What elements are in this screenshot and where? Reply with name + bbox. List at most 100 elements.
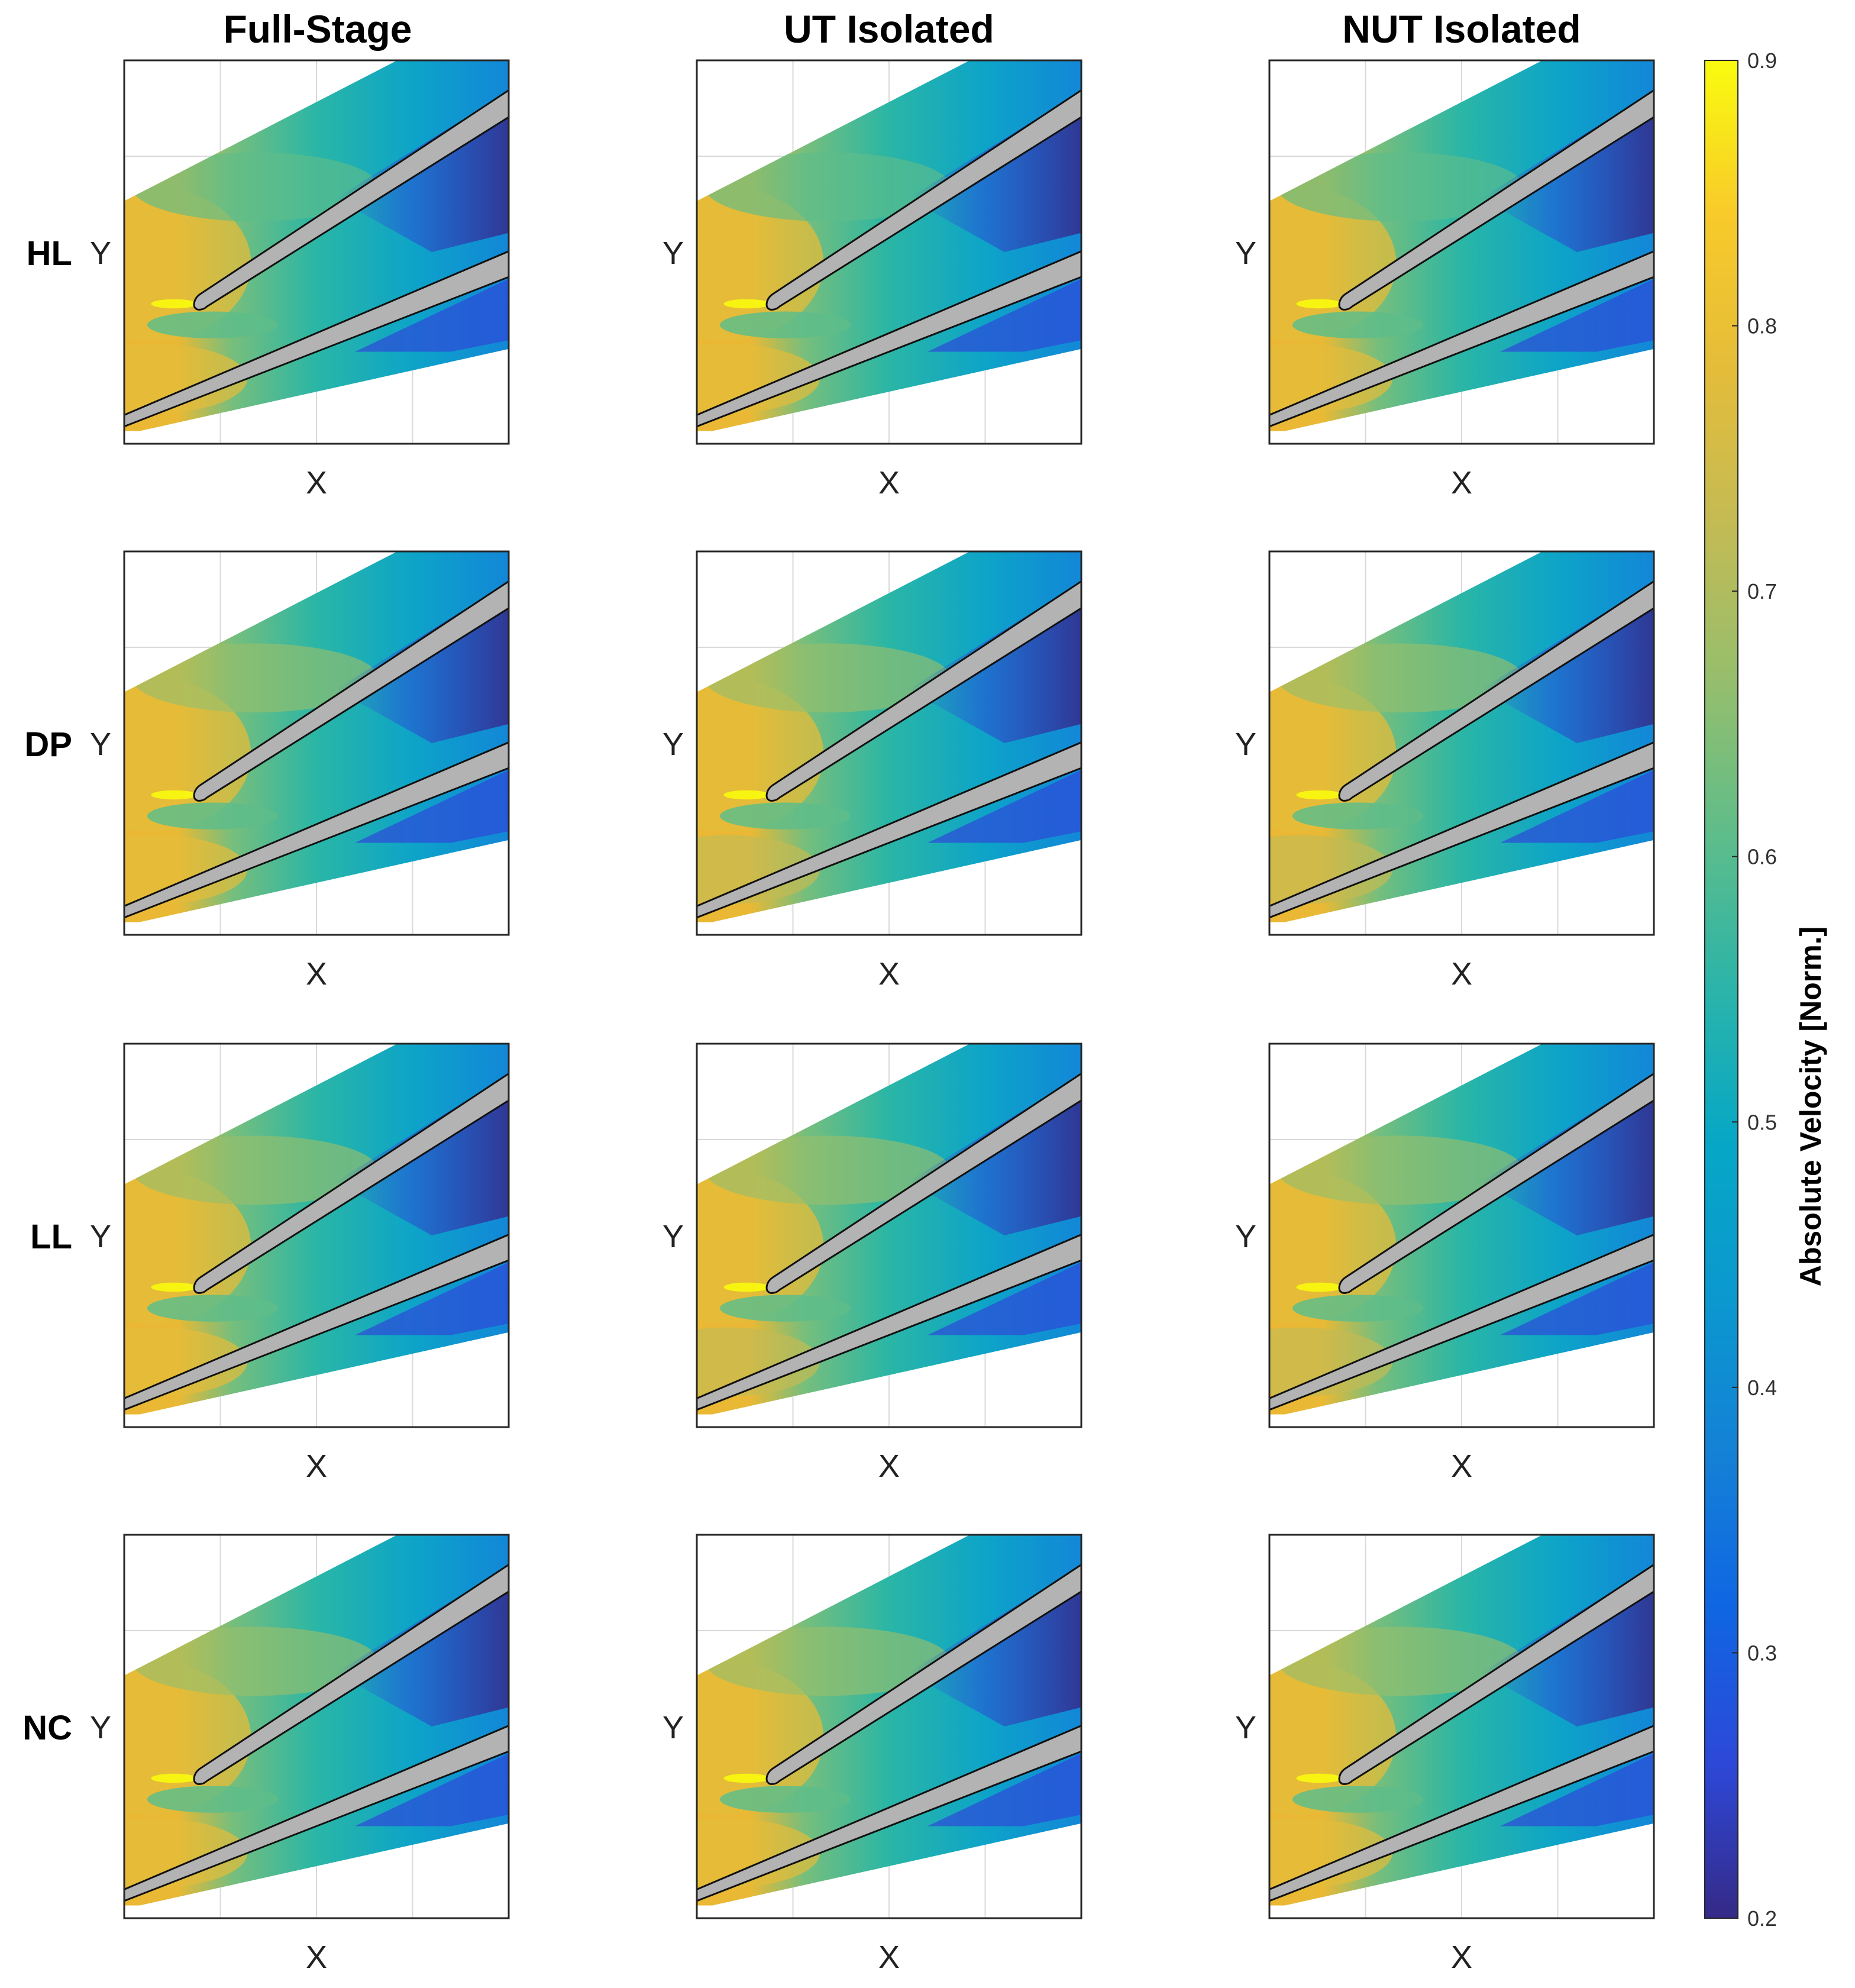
lower-wake-low-velocity xyxy=(355,1262,509,1335)
leading-edge-peak xyxy=(1296,790,1343,800)
colorbar-tick-label: 0.6 xyxy=(1747,845,1777,869)
colorbar-tick-label: 0.4 xyxy=(1747,1376,1777,1400)
row-label: NC xyxy=(22,1709,72,1747)
axes-frame xyxy=(696,1043,1082,1428)
upper-passage-band xyxy=(1277,643,1523,713)
upper-passage-band xyxy=(704,643,951,713)
stagnation-tongue xyxy=(1292,311,1423,338)
axes-frame xyxy=(1268,1534,1655,1919)
leading-edge-peak xyxy=(723,1773,770,1783)
colorbar-tick-label: 0.5 xyxy=(1747,1110,1777,1134)
labels-layer: Full-Stage UT Isolated NUT Isolated HL DP LL N… xyxy=(22,7,1581,1747)
leading-edge-peak xyxy=(151,1773,198,1783)
y-axis-label: Y xyxy=(662,1219,684,1254)
upper-passage-band xyxy=(1277,1135,1523,1205)
lower-wake-low-velocity xyxy=(927,279,1081,352)
stagnation-tongue xyxy=(147,311,278,338)
x-axis-label: X xyxy=(878,1939,900,1975)
x-axis-label: X xyxy=(1451,465,1472,501)
colorbar-tick-label: 0.2 xyxy=(1747,1906,1777,1931)
upper-passage-band xyxy=(704,1135,951,1205)
lower-wake-low-velocity xyxy=(1500,1262,1654,1335)
axes-frame xyxy=(123,1534,510,1919)
y-axis-label: Y xyxy=(1235,235,1256,271)
stagnation-tongue xyxy=(1292,1295,1423,1322)
lower-wake-low-velocity xyxy=(927,770,1081,843)
leading-edge-peak xyxy=(723,790,770,800)
stagnation-tongue xyxy=(1292,1786,1423,1813)
stagnation-tongue xyxy=(720,1786,851,1813)
y-axis-label: Y xyxy=(90,727,111,762)
panel-ll-2: XY xyxy=(662,1043,1082,1484)
lower-wake-low-velocity xyxy=(927,1753,1081,1826)
axes-frame xyxy=(1268,59,1655,445)
y-axis-label: Y xyxy=(90,1710,111,1745)
row-label: HL xyxy=(27,234,72,273)
lower-wake-low-velocity xyxy=(355,1753,509,1826)
x-axis-label: X xyxy=(1451,1448,1472,1484)
column-title: NUT Isolated xyxy=(1342,7,1581,51)
x-axis-label: X xyxy=(878,1448,900,1484)
upper-passage-band xyxy=(704,1626,951,1696)
leading-edge-peak xyxy=(723,299,770,309)
axes-frame xyxy=(696,550,1082,936)
y-axis-label: Y xyxy=(1235,727,1256,762)
axes-frame xyxy=(123,59,510,445)
lower-wake-low-velocity xyxy=(1500,770,1654,843)
colorbar-label: Absolute Velocity [Norm.] xyxy=(1794,927,1827,1286)
panel-hl-3: XY xyxy=(1235,59,1655,501)
panel-hl-2: XY xyxy=(662,59,1082,501)
axes-frame xyxy=(123,1043,510,1428)
lower-wake-low-velocity xyxy=(1500,279,1654,352)
x-axis-label: X xyxy=(1451,1939,1472,1975)
leading-edge-peak xyxy=(1296,1773,1343,1783)
stagnation-tongue xyxy=(720,802,851,830)
panel-dp-1: XY xyxy=(90,550,510,992)
panel-nc-1: XY xyxy=(90,1534,510,1975)
lower-wake-low-velocity xyxy=(1500,1753,1654,1826)
upper-passage-band xyxy=(1277,1626,1523,1696)
stagnation-tongue xyxy=(1292,802,1423,830)
upper-passage-band xyxy=(1277,152,1523,222)
panel-nc-2: XY xyxy=(662,1534,1082,1975)
x-axis-label: X xyxy=(306,956,327,992)
y-axis-label: Y xyxy=(90,235,111,271)
upper-passage-band xyxy=(704,152,951,222)
leading-edge-peak xyxy=(1296,299,1343,309)
column-title: Full-Stage xyxy=(223,7,412,51)
y-axis-label: Y xyxy=(1235,1219,1256,1254)
colorbar-gradient xyxy=(1704,60,1738,1919)
stagnation-tongue xyxy=(720,311,851,338)
axes-frame xyxy=(1268,1043,1655,1428)
axes-frame xyxy=(696,59,1082,445)
colorbar-tick-label: 0.7 xyxy=(1747,579,1777,604)
panel-nc-3: XY xyxy=(1235,1534,1655,1975)
colorbar: 0.2 0.3 0.4 0.5 0.6 0.7 0.8 0.9 Absolute Velocit… xyxy=(1704,49,1827,1931)
stagnation-tongue xyxy=(720,1295,851,1322)
axes-frame xyxy=(1268,550,1655,936)
axes-frame xyxy=(696,1534,1082,1919)
panel-hl-1: XY xyxy=(90,59,510,501)
lower-wake-low-velocity xyxy=(927,1262,1081,1335)
x-axis-label: X xyxy=(306,465,327,501)
x-axis-label: X xyxy=(1451,956,1472,992)
stagnation-tongue xyxy=(147,1786,278,1813)
leading-edge-peak xyxy=(151,1282,198,1292)
leading-edge-peak xyxy=(151,790,198,800)
colorbar-tick-label: 0.9 xyxy=(1747,49,1777,73)
colorbar-tick-label: 0.3 xyxy=(1747,1641,1777,1665)
axes-frame xyxy=(123,550,510,936)
row-label: LL xyxy=(30,1218,72,1256)
x-axis-label: X xyxy=(878,465,900,501)
upper-passage-band xyxy=(132,1626,378,1696)
upper-passage-band xyxy=(132,643,378,713)
x-axis-label: X xyxy=(306,1939,327,1975)
y-axis-label: Y xyxy=(662,235,684,271)
lower-wake-low-velocity xyxy=(355,770,509,843)
stagnation-tongue xyxy=(147,802,278,830)
panel-ll-3: XY xyxy=(1235,1043,1655,1484)
upper-passage-band xyxy=(132,152,378,222)
leading-edge-peak xyxy=(723,1282,770,1292)
y-axis-label: Y xyxy=(1235,1710,1256,1745)
